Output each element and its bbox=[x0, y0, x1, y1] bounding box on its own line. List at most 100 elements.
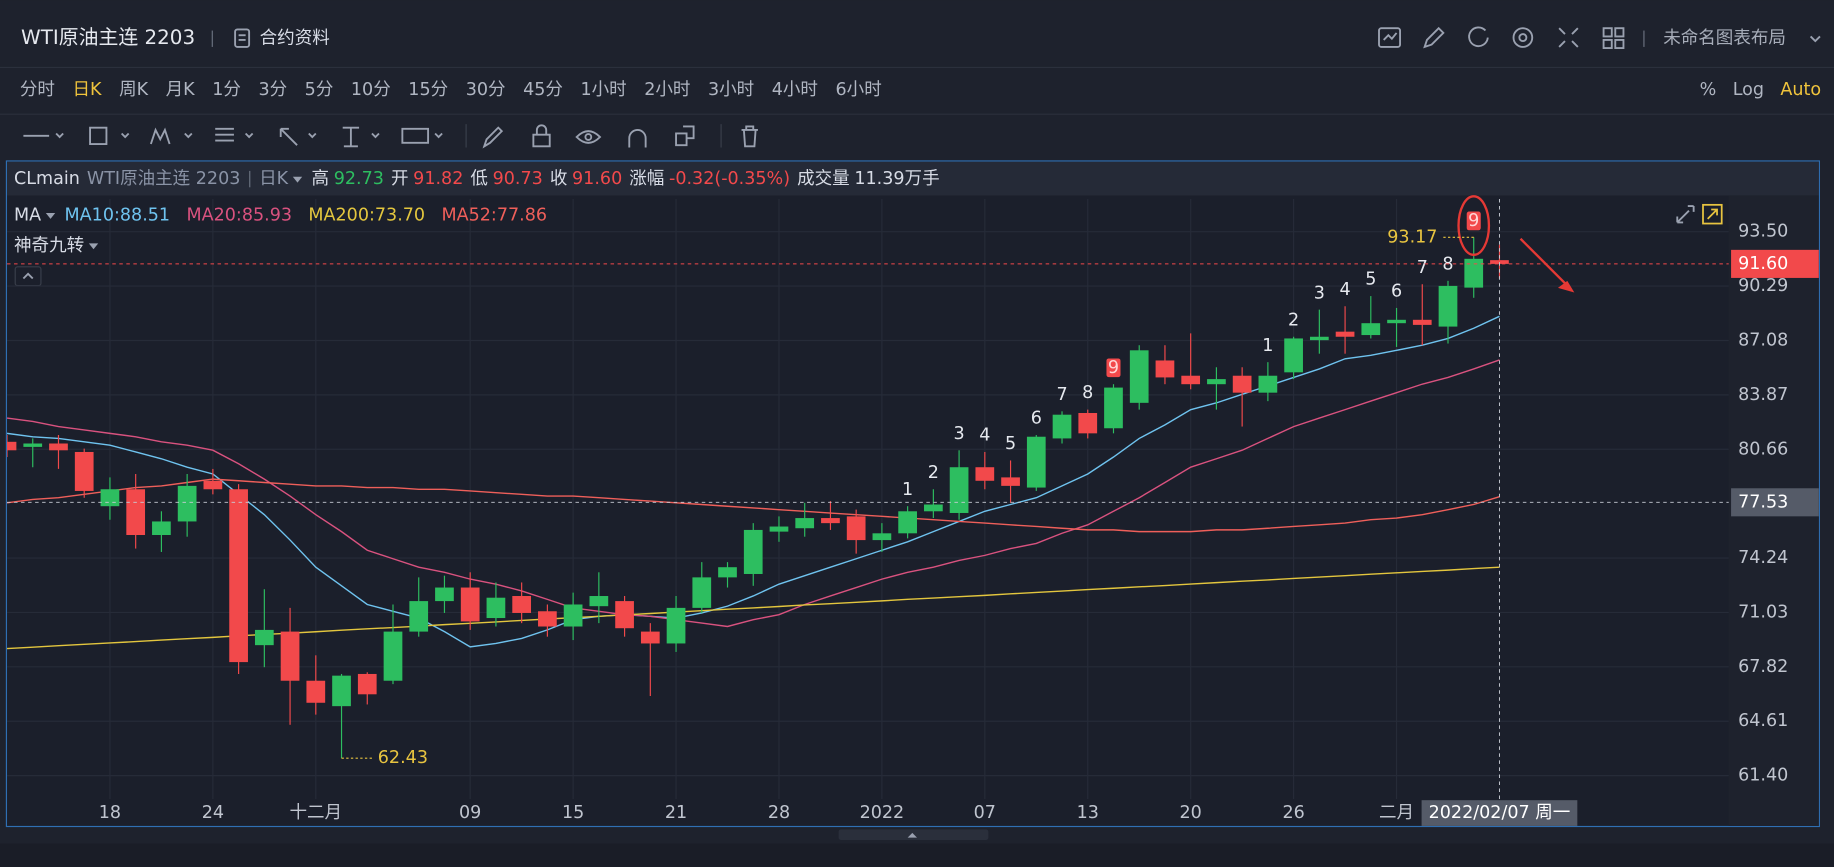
drawing-toolbar bbox=[23, 124, 758, 149]
x-tick-label: 21 bbox=[665, 803, 687, 823]
period-tab[interactable]: 10分 bbox=[351, 80, 391, 100]
clone-tool[interactable] bbox=[675, 125, 695, 147]
layout-icon[interactable] bbox=[1602, 27, 1625, 50]
period-tab[interactable]: 2小时 bbox=[644, 80, 690, 100]
candle-body bbox=[743, 529, 763, 574]
crosshair-price: 77.53 bbox=[1738, 492, 1788, 512]
period-tab[interactable]: 5分 bbox=[305, 80, 334, 100]
candle-body bbox=[126, 489, 146, 536]
title: WTI原油主连 2203 bbox=[21, 26, 195, 49]
arrow-tool[interactable] bbox=[279, 127, 317, 146]
fib-tool[interactable] bbox=[215, 127, 254, 142]
indicator-name[interactable]: 神奇九转 bbox=[14, 236, 84, 256]
nine-turn-count: 5 bbox=[1005, 434, 1016, 454]
candle-body bbox=[254, 629, 274, 646]
nine-turn-count: 2 bbox=[1288, 310, 1299, 330]
period-tab[interactable]: 周K bbox=[119, 80, 149, 100]
indicator-name[interactable]: MA bbox=[14, 205, 41, 225]
candle-body bbox=[486, 597, 506, 619]
candle-body bbox=[949, 467, 969, 513]
contract-info-button[interactable]: 合约资料 bbox=[234, 28, 330, 49]
scale-options: Auto Log% bbox=[1700, 80, 1821, 100]
nine-turn-count: 7 bbox=[1417, 258, 1428, 278]
fullscreen-icon[interactable] bbox=[1558, 27, 1579, 48]
x-tick-label: 28 bbox=[768, 803, 790, 823]
chart-icon[interactable] bbox=[1378, 27, 1401, 48]
period-tab[interactable]: 3小时 bbox=[708, 80, 754, 100]
label-tool[interactable] bbox=[401, 127, 443, 144]
candle-body bbox=[563, 604, 583, 627]
nine-turn-badge bbox=[1106, 358, 1121, 378]
period-tab[interactable]: 1小时 bbox=[580, 80, 626, 100]
pen-tool[interactable] bbox=[482, 126, 504, 149]
period-tab[interactable]: 30分 bbox=[466, 80, 506, 100]
measure-tool[interactable] bbox=[342, 126, 380, 148]
y-tick-label: 74.24 bbox=[1738, 548, 1788, 568]
y-tick-label: 93.50 bbox=[1738, 222, 1788, 242]
legend-name: MA20: bbox=[186, 205, 241, 225]
y-tick-label: 83.87 bbox=[1738, 385, 1788, 405]
readout-label: 开 bbox=[391, 169, 409, 189]
dropdown-arrow bbox=[1809, 35, 1821, 43]
rect-tool[interactable] bbox=[89, 126, 130, 145]
contract-info[interactable]: 合约资料 bbox=[260, 29, 330, 49]
period-tab[interactable]: 15分 bbox=[408, 80, 448, 100]
arrow-head bbox=[1557, 280, 1575, 293]
nine-turn-count: 9 bbox=[1468, 211, 1479, 231]
change-label: 涨幅 bbox=[629, 169, 664, 189]
trend-arrow bbox=[1519, 237, 1575, 293]
period-tab[interactable]: 4小时 bbox=[772, 80, 818, 100]
magnet-tool[interactable] bbox=[628, 129, 647, 148]
x-tick-label: 07 bbox=[974, 803, 996, 823]
settings-icon[interactable] bbox=[1512, 27, 1534, 48]
eye-pupil bbox=[584, 133, 593, 141]
candle-body bbox=[383, 631, 403, 681]
x-tick-label: 18 bbox=[99, 803, 121, 823]
candle-body bbox=[718, 567, 737, 578]
layout-name[interactable]: 未命名图表布局 bbox=[1663, 29, 1786, 49]
minimize-icon[interactable] bbox=[1676, 205, 1695, 224]
pattern-tool[interactable] bbox=[149, 127, 193, 145]
period-tab[interactable]: 月K bbox=[166, 80, 196, 100]
x-tick-label: 20 bbox=[1180, 803, 1202, 823]
scale-option[interactable]: Auto bbox=[1780, 80, 1821, 100]
x-tick-label: 2022 bbox=[860, 803, 905, 823]
period-tab[interactable]: 1分 bbox=[212, 80, 241, 100]
dropdown-arrow[interactable] bbox=[292, 176, 303, 183]
candle-body bbox=[1078, 413, 1098, 434]
annotation-label: 93.17 bbox=[1387, 227, 1437, 247]
period-tab[interactable]: 3分 bbox=[258, 80, 287, 100]
period-tab[interactable]: 日K bbox=[72, 80, 102, 100]
change-value: -0.32(-0.35%) bbox=[669, 169, 790, 189]
readout-value: 92.73 bbox=[334, 169, 384, 189]
candle-body bbox=[615, 601, 634, 629]
period-tab[interactable]: 45分 bbox=[523, 80, 563, 100]
candle-body bbox=[512, 596, 532, 613]
candle-body bbox=[280, 631, 300, 681]
maximize-icon[interactable] bbox=[1702, 203, 1723, 225]
candle-body bbox=[1026, 436, 1046, 488]
refresh-icon[interactable] bbox=[1468, 26, 1489, 48]
period-tab[interactable]: 6小时 bbox=[836, 80, 882, 100]
lock-tool[interactable] bbox=[532, 124, 551, 148]
nine-turn-badge bbox=[1466, 211, 1481, 231]
candle-body bbox=[332, 675, 351, 707]
scale-option[interactable]: Log bbox=[1733, 80, 1764, 100]
candle-body bbox=[1335, 331, 1355, 337]
line-tool[interactable] bbox=[23, 132, 64, 139]
scale-option[interactable]: % bbox=[1700, 80, 1717, 100]
candle-body bbox=[1232, 375, 1252, 393]
candle-body bbox=[460, 587, 480, 622]
nine-turn-count: 6 bbox=[1391, 282, 1402, 302]
x-tick-label: 十二月 bbox=[290, 803, 343, 823]
period-tab[interactable]: 分时 bbox=[20, 80, 55, 100]
nine-turn-count: 8 bbox=[1442, 254, 1453, 274]
candle-body bbox=[1361, 323, 1381, 336]
candle-body bbox=[1387, 319, 1406, 324]
delete-tool[interactable] bbox=[741, 125, 758, 148]
edit-icon[interactable] bbox=[1423, 26, 1445, 49]
candle-body bbox=[74, 451, 94, 491]
eye-tool[interactable] bbox=[575, 130, 602, 144]
nine-turn-count: 8 bbox=[1082, 383, 1093, 403]
